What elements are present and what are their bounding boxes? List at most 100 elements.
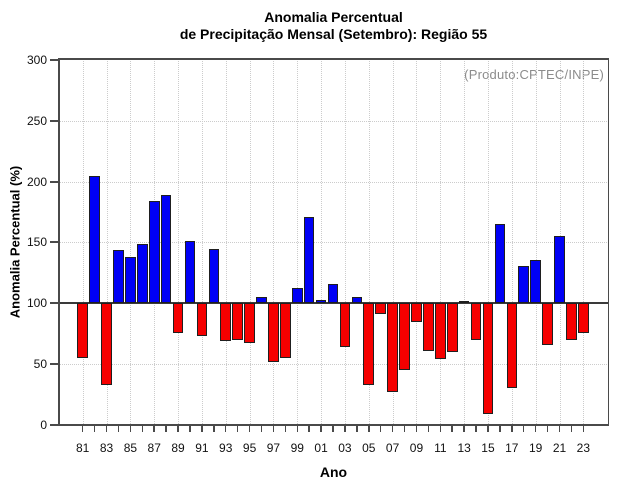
x-tick-84 <box>117 426 120 432</box>
axis-spine-bottom <box>58 424 609 426</box>
x-tick-10 <box>427 426 430 432</box>
y-tick-250 <box>50 119 58 122</box>
x-tick-label-03: 03 <box>338 441 352 455</box>
bar-91 <box>196 303 208 337</box>
bar-83 <box>101 303 112 385</box>
bar-18 <box>518 265 530 304</box>
x-tick-17 <box>511 426 513 432</box>
gridline-horizontal <box>58 242 609 244</box>
bar-22 <box>566 303 577 340</box>
x-tick-90 <box>189 426 191 432</box>
gridline-vertical <box>273 58 275 426</box>
bar-20 <box>542 303 553 345</box>
x-tick-13 <box>463 426 465 432</box>
bar-23 <box>578 303 589 333</box>
bar-09 <box>411 303 422 322</box>
x-tick-05 <box>368 426 370 432</box>
bar-15 <box>482 303 494 415</box>
bar-08 <box>399 303 410 371</box>
x-tick-96 <box>260 426 263 432</box>
gridline-horizontal <box>58 181 609 183</box>
y-tick-300 <box>50 58 58 61</box>
x-axis-title: Ano <box>319 464 348 480</box>
x-tick-99 <box>296 426 298 432</box>
bar-04 <box>351 297 363 304</box>
bar-01 <box>315 299 327 304</box>
gridline-vertical <box>82 58 84 426</box>
x-tick-92 <box>213 426 215 432</box>
bar-07 <box>387 303 398 393</box>
bar-16 <box>494 224 506 304</box>
y-tick-label-0: 0 <box>40 418 47 432</box>
bar-86 <box>137 243 148 304</box>
x-tick-label-81: 81 <box>76 441 90 455</box>
bar-97 <box>268 303 279 362</box>
x-tick-15 <box>487 426 489 432</box>
x-tick-86 <box>141 426 144 432</box>
source-annotation: (Produto:CPTEC/INPE) <box>464 67 604 82</box>
plot-area <box>58 58 609 426</box>
bar-90 <box>184 241 196 304</box>
y-tick-label-150: 150 <box>26 235 47 250</box>
gridline-vertical <box>464 58 466 426</box>
axis-spine-top <box>58 58 609 60</box>
x-tick-label-23: 23 <box>576 441 590 455</box>
gridline-vertical <box>130 58 132 426</box>
y-tick-label-250: 250 <box>26 113 47 128</box>
bar-12 <box>446 303 458 352</box>
x-tick-label-87: 87 <box>147 441 161 455</box>
gridline-vertical <box>392 58 394 426</box>
x-tick-89 <box>177 426 179 432</box>
bar-96 <box>256 297 267 304</box>
baseline-100 <box>58 302 609 305</box>
x-tick-label-19: 19 <box>528 441 543 455</box>
x-tick-label-07: 07 <box>385 441 400 455</box>
x-tick-label-83: 83 <box>99 441 114 455</box>
x-tick-82 <box>93 426 96 432</box>
y-tick-0 <box>50 424 58 426</box>
y-tick-150 <box>50 241 58 244</box>
bar-10 <box>423 303 434 351</box>
bar-92 <box>208 248 220 304</box>
y-axis-title: Anomalia Percentual (%) <box>7 165 23 319</box>
x-tick-label-01: 01 <box>314 441 328 455</box>
x-tick-02 <box>332 426 334 432</box>
x-tick-23 <box>582 426 585 432</box>
x-tick-18 <box>522 426 525 432</box>
bar-84 <box>113 249 124 304</box>
x-tick-label-89: 89 <box>171 441 185 455</box>
x-tick-label-05: 05 <box>362 441 376 455</box>
gridline-vertical <box>583 58 585 426</box>
x-tick-01 <box>320 426 322 432</box>
bar-82 <box>89 175 100 304</box>
x-tick-07 <box>391 426 394 432</box>
x-tick-03 <box>344 426 346 432</box>
x-tick-label-93: 93 <box>219 441 233 455</box>
x-tick-87 <box>153 426 155 432</box>
gridline-vertical <box>201 58 203 426</box>
chart-title: Anomalia Percentual de Precipitação Mens… <box>58 9 609 42</box>
bar-89 <box>172 303 184 333</box>
bar-95 <box>244 303 255 344</box>
bar-88 <box>160 195 172 304</box>
x-tick-09 <box>415 426 418 432</box>
x-tick-19 <box>534 426 537 432</box>
gridline-vertical <box>440 58 442 426</box>
gridline-vertical <box>297 58 299 426</box>
x-tick-label-91: 91 <box>195 441 209 455</box>
y-tick-200 <box>50 180 58 183</box>
x-tick-00 <box>308 426 310 432</box>
x-tick-label-11: 11 <box>434 441 447 455</box>
x-tick-label-21: 21 <box>552 441 567 455</box>
y-tick-label-200: 200 <box>26 174 47 189</box>
x-tick-label-13: 13 <box>457 441 471 455</box>
x-tick-04 <box>356 426 358 432</box>
x-tick-11 <box>439 426 442 432</box>
bar-03 <box>339 303 351 348</box>
bar-98 <box>280 303 291 359</box>
bar-94 <box>232 303 243 340</box>
x-tick-label-15: 15 <box>481 441 495 455</box>
axis-spine-left <box>58 58 60 426</box>
x-tick-22 <box>570 426 573 432</box>
gridline-vertical <box>249 58 251 426</box>
